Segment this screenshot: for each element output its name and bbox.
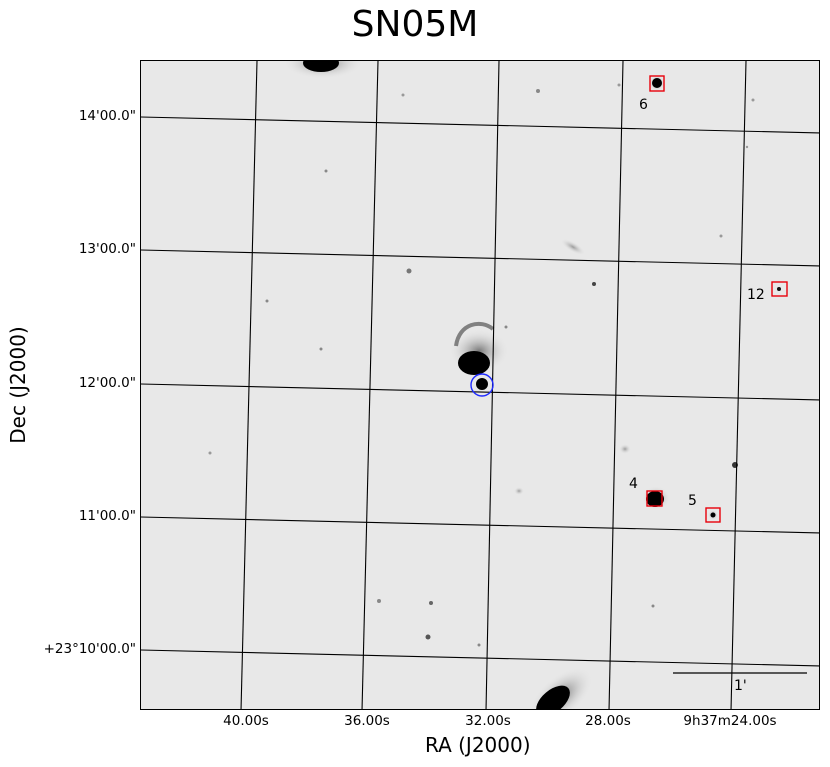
y-tick-label: 12'00.0" — [78, 375, 136, 391]
galaxy-top — [303, 61, 339, 72]
y-tick-label: 11'00.0" — [78, 508, 136, 524]
object-12 — [777, 287, 781, 291]
coordinate-grid — [141, 61, 819, 709]
y-tick-label: 13'00.0" — [78, 241, 136, 257]
x-tick-label: 36.00s — [344, 713, 390, 729]
marker-box-12 — [771, 281, 788, 297]
x-tick-label: 9h37m24.00s — [683, 713, 777, 729]
x-tick-label: 40.00s — [223, 713, 269, 729]
marker-label-5: 5 — [688, 493, 697, 509]
y-tick-label: 14'00.0" — [78, 108, 136, 124]
object-4 — [646, 491, 664, 507]
y-tick-label: +23°10'00.0" — [43, 641, 136, 657]
sn-candidate-source — [476, 378, 488, 390]
marker-box-5 — [705, 507, 721, 523]
x-tick-label: 32.00s — [465, 713, 511, 729]
marker-box-6 — [649, 75, 665, 92]
marker-label-4: 4 — [629, 476, 638, 492]
x-tick-label: 28.00s — [585, 713, 631, 729]
sky-image-frame: 6 12 4 5 1' — [140, 60, 820, 710]
object-5 — [710, 512, 716, 518]
sky-image — [141, 61, 819, 709]
marker-label-12: 12 — [747, 287, 765, 303]
marker-label-6: 6 — [639, 97, 648, 113]
host-galaxy — [458, 351, 490, 375]
marker-box-4 — [646, 490, 663, 507]
galaxy-bottom — [536, 685, 570, 709]
scale-bar-label: 1' — [734, 678, 747, 694]
object-6 — [652, 78, 662, 88]
target-circle — [470, 373, 494, 397]
y-axis-label: Dec (J2000) — [6, 326, 30, 444]
figure-title: SN05M — [351, 4, 479, 45]
x-axis-label: RA (J2000) — [425, 733, 531, 757]
